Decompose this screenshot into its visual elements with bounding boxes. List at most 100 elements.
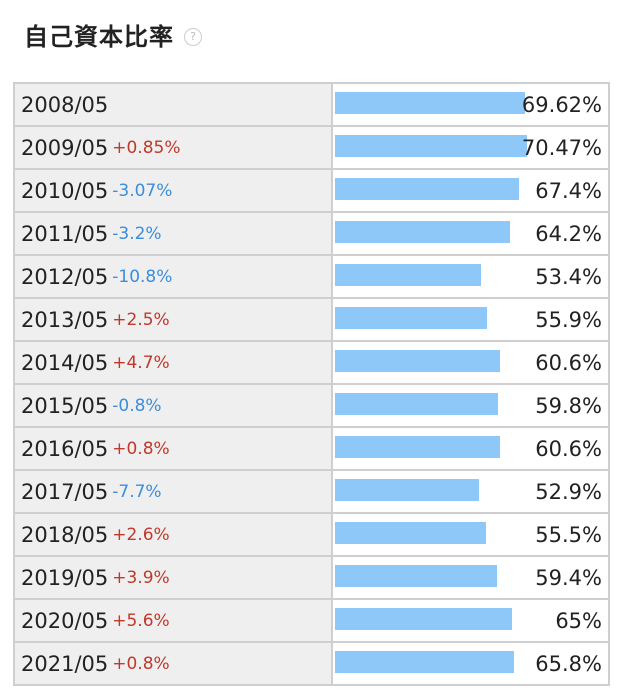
change-label: +4.7% [112, 352, 170, 373]
year-label: 2013/05 [21, 307, 109, 332]
year-label: 2008/05 [21, 92, 109, 117]
change-label: +0.8% [112, 653, 170, 674]
equity-ratio-table: 2008/05 69.62% 2009/05 +0.85% 70.47% 2010/05-… [13, 82, 610, 686]
value-cell: 55.9% [333, 299, 608, 340]
year-label: 2019/05 [21, 565, 109, 590]
change-label: +0.8% [112, 438, 170, 459]
table-row: 2020/05 +5.6% 65% [15, 600, 608, 643]
value-cell: 67.4% [333, 170, 608, 211]
year-cell: 2010/05 -3.07% [15, 170, 333, 211]
value-cell: 65.8% [333, 643, 608, 684]
value-cell: 52.9% [333, 471, 608, 512]
year-cell: 2016/05 +0.8% [15, 428, 333, 469]
table-row: 2019/05 +3.9% 59.4% [15, 557, 608, 600]
value-label: 52.9% [535, 480, 602, 504]
year-label: 2017/05 [21, 479, 109, 504]
value-cell: 65% [333, 600, 608, 641]
change-label: +0.85% [112, 137, 181, 158]
table-row: 2015/05 -0.8% 59.8% [15, 385, 608, 428]
table-row: 2013/05 +2.5% 55.9% [15, 299, 608, 342]
value-label: 59.8% [535, 394, 602, 418]
value-bar [335, 522, 486, 544]
value-cell: 55.5% [333, 514, 608, 555]
header: 自己資本比率 ? [24, 14, 202, 54]
year-cell: 2014/05 +4.7% [15, 342, 333, 383]
value-label: 60.6% [535, 437, 602, 461]
value-label: 69.62% [521, 93, 602, 117]
value-label: 65% [555, 609, 602, 633]
value-label: 70.47% [521, 136, 602, 160]
value-cell: 60.6% [333, 342, 608, 383]
change-label: +3.9% [112, 567, 170, 588]
change-label: -3.2% [112, 223, 162, 244]
change-label: +2.6% [112, 524, 170, 545]
table-row: 2011/05 -3.2% 64.2% [15, 213, 608, 256]
value-bar [335, 221, 510, 243]
year-cell: 2013/05 +2.5% [15, 299, 333, 340]
help-icon[interactable]: ? [184, 28, 202, 46]
value-label: 65.8% [535, 652, 602, 676]
value-label: 55.9% [535, 308, 602, 332]
value-bar [335, 608, 512, 630]
table-row: 2016/05 +0.8% 60.6% [15, 428, 608, 471]
table-row: 2017/05 -7.7% 52.9% [15, 471, 608, 514]
value-bar [335, 393, 498, 415]
change-label: -7.7% [112, 481, 162, 502]
year-label: 2009/05 [21, 135, 109, 160]
year-cell: 2019/05 +3.9% [15, 557, 333, 598]
year-cell: 2009/05 +0.85% [15, 127, 333, 168]
value-cell: 59.4% [333, 557, 608, 598]
year-label: 2014/05 [21, 350, 109, 375]
year-cell: 2015/05 -0.8% [15, 385, 333, 426]
value-bar [335, 479, 479, 501]
change-label: -0.8% [112, 395, 162, 416]
page-title: 自己資本比率 [24, 22, 174, 51]
value-bar [335, 178, 519, 200]
value-label: 59.4% [535, 566, 602, 590]
year-cell: 2008/05 [15, 84, 333, 125]
change-label: +2.5% [112, 309, 170, 330]
change-label: -10.8% [112, 266, 173, 287]
table-row: 2014/05 +4.7% 60.6% [15, 342, 608, 385]
year-cell: 2020/05 +5.6% [15, 600, 333, 641]
year-cell: 2012/05 -10.8% [15, 256, 333, 297]
change-label: -3.07% [112, 180, 173, 201]
year-cell: 2017/05 -7.7% [15, 471, 333, 512]
value-label: 67.4% [535, 179, 602, 203]
table-row: 2021/05 +0.8% 65.8% [15, 643, 608, 686]
value-bar [335, 264, 481, 286]
value-cell: 59.8% [333, 385, 608, 426]
value-bar [335, 135, 527, 157]
change-label: +5.6% [112, 610, 170, 631]
year-cell: 2011/05 -3.2% [15, 213, 333, 254]
year-label: 2020/05 [21, 608, 109, 633]
table-row: 2008/05 69.62% [15, 84, 608, 127]
year-label: 2016/05 [21, 436, 109, 461]
table-row: 2009/05 +0.85% 70.47% [15, 127, 608, 170]
year-label: 2011/05 [21, 221, 109, 246]
year-label: 2018/05 [21, 522, 109, 547]
value-label: 55.5% [535, 523, 602, 547]
table-row: 2018/05 +2.6% 55.5% [15, 514, 608, 557]
year-label: 2015/05 [21, 393, 109, 418]
year-cell: 2021/05 +0.8% [15, 643, 333, 684]
value-bar [335, 651, 514, 673]
value-cell: 60.6% [333, 428, 608, 469]
value-cell: 70.47% [333, 127, 608, 168]
table-row: 2012/05 -10.8% 53.4% [15, 256, 608, 299]
value-bar [335, 350, 500, 372]
value-cell: 64.2% [333, 213, 608, 254]
value-bar [335, 307, 487, 329]
value-bar [335, 565, 497, 587]
year-label: 2010/05 [21, 178, 109, 203]
value-cell: 69.62% [333, 84, 608, 125]
year-cell: 2018/05 +2.6% [15, 514, 333, 555]
value-bar [335, 436, 500, 458]
value-bar [335, 92, 525, 114]
value-label: 53.4% [535, 265, 602, 289]
year-label: 2012/05 [21, 264, 109, 289]
value-label: 64.2% [535, 222, 602, 246]
value-cell: 53.4% [333, 256, 608, 297]
year-label: 2021/05 [21, 651, 109, 676]
table-row: 2010/05 -3.07% 67.4% [15, 170, 608, 213]
